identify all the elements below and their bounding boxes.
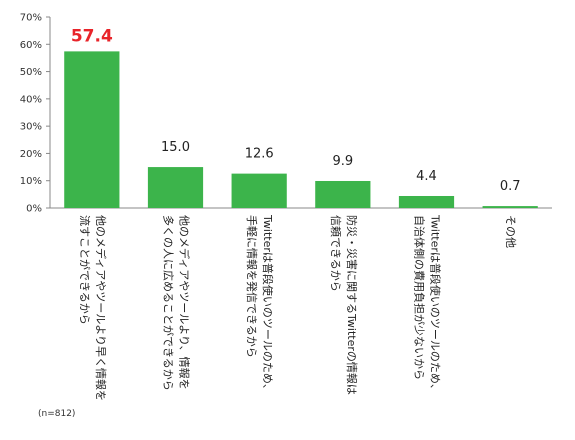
category-label: 多くの人に広めることができるから bbox=[162, 215, 176, 391]
category-label: 防災・災害に関するTwitterの情報は bbox=[345, 215, 359, 395]
y-axis: 0% 10% 20% 30% 40% 50% 60% 70% bbox=[20, 13, 51, 215]
category-label: 自治体側の費用負担が少ないから bbox=[413, 215, 427, 380]
value-label: 57.4 bbox=[71, 26, 113, 46]
y-tick-label: 10% bbox=[20, 176, 42, 187]
y-tick-label: 30% bbox=[20, 122, 42, 133]
value-label: 4.4 bbox=[416, 169, 437, 184]
category-label: 他のメディアやツールより、情報を bbox=[178, 215, 192, 390]
value-labels: 57.4 15.0 12.6 9.9 4.4 0.7 bbox=[71, 26, 521, 194]
value-label: 0.7 bbox=[500, 179, 521, 194]
bar bbox=[147, 167, 204, 208]
bars bbox=[64, 51, 538, 208]
y-tick-label: 60% bbox=[20, 40, 42, 51]
y-tick-label: 70% bbox=[20, 13, 42, 24]
category-label: 流すことができるから bbox=[78, 215, 92, 325]
bar bbox=[231, 173, 287, 208]
y-tick-label: 0% bbox=[26, 204, 42, 215]
bar bbox=[315, 180, 371, 208]
sample-size-note: (n=812) bbox=[38, 409, 76, 419]
category-label: 他のメディアやツールより早く情報を bbox=[94, 215, 108, 401]
y-tick-label: 20% bbox=[20, 149, 42, 160]
category-label: その他 bbox=[504, 215, 517, 248]
category-label: Twitterは普段使いのツールのため、 bbox=[429, 214, 443, 395]
value-label: 12.6 bbox=[245, 147, 274, 162]
bar bbox=[398, 195, 455, 208]
y-tick-label: 50% bbox=[20, 67, 42, 78]
value-label: 9.9 bbox=[332, 154, 353, 169]
bar bbox=[482, 206, 538, 208]
y-tick-label: 40% bbox=[20, 94, 42, 105]
bar bbox=[64, 51, 120, 208]
category-label: 手軽に情報を発信できるから bbox=[245, 215, 259, 358]
category-label: 信頼できるから bbox=[329, 215, 342, 292]
category-label: Twitterは普段使いのツールのため、 bbox=[261, 214, 275, 395]
value-label: 15.0 bbox=[161, 140, 190, 155]
